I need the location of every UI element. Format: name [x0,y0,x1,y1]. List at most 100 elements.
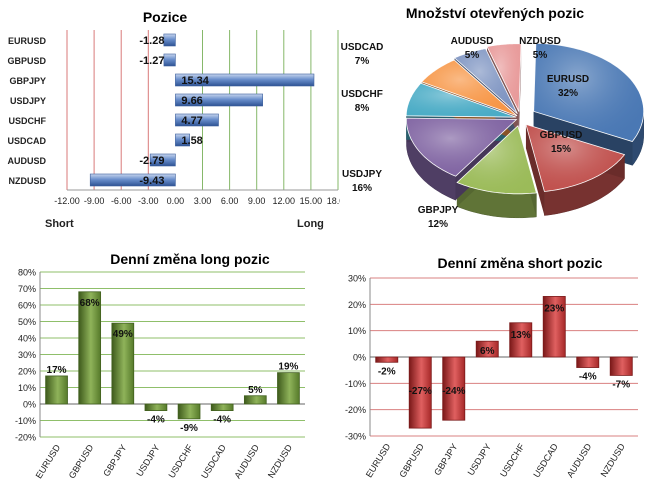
category-label: EURUSD [34,442,63,480]
bar [175,113,219,127]
category-label: AUDUSD [565,441,594,479]
category-label: USDCHF [166,442,195,480]
category-label: USDJPY [466,442,493,477]
data-label: -24% [442,386,465,397]
bar [408,356,432,429]
positions-chart: Pozice -1.28 -1.27 15.34 9.66 4.77 1.58 -2.79 -… [7,9,340,230]
data-label: 4.77 [181,115,202,127]
pie-percent-label: 5% [465,50,480,61]
data-label: -9% [180,423,198,434]
short-label: Short [45,218,74,230]
bar [163,53,176,67]
y-tick-label: 20% [18,367,36,377]
bar [175,73,315,87]
data-label: -1.27 [139,55,164,67]
x-tick-label: 6.00 [221,196,239,206]
pie-category-label: USDJPY [342,169,382,180]
category-label: USDJPY [10,96,46,106]
data-label: -2% [378,366,396,377]
positions-chart-title: Pozice [143,9,188,25]
bar [175,93,263,107]
data-label: -7% [612,379,630,390]
pie-percent-label: 15% [551,144,571,155]
pie-percent-label: 32% [558,88,578,99]
data-label: -4% [579,372,597,383]
data-label: 19% [278,362,298,373]
category-label: USDCAD [199,442,228,480]
data-label: 13% [511,330,531,341]
category-label: GBPJPY [432,442,459,477]
pie-slice-wall [525,124,545,216]
bar [78,291,102,405]
x-tick-label: -3.00 [138,196,159,206]
pie-label: EURUSD 32% [547,74,589,99]
category-label: USDCHF [9,116,47,126]
bar [609,356,633,376]
y-tick-label: 10% [18,383,36,393]
data-label: 9.66 [181,95,202,107]
pie-label: GBPUSD 15% [540,130,583,155]
pie-category-label: USDCHF [341,89,383,100]
category-label: GBPUSD [397,441,426,479]
pie-label: USDCAD 7% [341,42,384,67]
y-tick-label: -10% [345,379,366,389]
category-label: USDJPY [134,443,161,478]
long-label: Long [297,218,324,230]
pie-slice-shine [406,118,517,177]
pie-label: USDJPY 16% [342,169,382,194]
category-label: NZDUSD [599,441,628,479]
pie-category-label: EURUSD [547,74,589,85]
bar [375,356,399,363]
data-label: 6% [480,346,495,357]
y-tick-label: 10% [348,326,366,336]
pie-label: GBPJPY 12% [418,205,459,230]
pie-chart-title: Množství otevřených pozic [406,5,584,21]
x-tick-label: 9.00 [248,196,266,206]
y-tick-label: -30% [345,432,366,442]
pie-category-label: GBPJPY [418,205,459,216]
pie-slice-shine [454,48,518,114]
category-label: NZDUSD [9,176,47,186]
open-positions-pie-chart: Množství otevřených pozic EURUSD 32% GBPUS… [341,5,645,230]
x-tick-label: 18.00 [327,196,340,206]
data-label: 1.58 [181,135,202,147]
long-change-title: Denní změna long pozic [110,251,270,267]
y-tick-label: 0% [353,353,366,363]
bar [475,340,499,358]
pie-category-label: GBPUSD [540,130,583,141]
y-tick-label: -20% [345,405,366,415]
data-label: -2.79 [139,155,164,167]
x-tick-label: -9.00 [84,196,105,206]
bar [509,322,533,358]
data-label: 5% [248,385,263,396]
category-label: AUDUSD [232,442,261,480]
y-tick-label: 50% [18,317,36,327]
pie-percent-label: 7% [355,56,370,67]
category-label: GBPUSD [7,56,46,66]
x-tick-label: 3.00 [194,196,212,206]
data-label: 15.34 [181,75,209,87]
data-label: -1.28 [139,35,164,47]
pie-slice-shine [457,125,537,194]
pie-slice-shine [533,43,644,142]
pie-label: NZDUSD 5% [519,36,561,61]
y-tick-label: -20% [15,433,36,443]
x-tick-label: 12.00 [273,196,296,206]
x-tick-label: 15.00 [300,196,323,206]
pie-slice-shine [406,83,517,118]
category-label: EURUSD [8,36,47,46]
pie-label: USDCHF 8% [341,89,383,114]
y-tick-label: 20% [348,300,366,310]
bar [442,356,466,421]
pie-slice-shine [487,43,522,112]
pie-percent-label: 8% [355,103,370,114]
category-label: USDCAD [7,136,46,146]
category-label: GBPUSD [67,442,96,480]
pie-label: AUDUSD 5% [451,36,494,61]
pie-slice-shine [421,60,518,116]
category-label: AUDUSD [7,156,46,166]
data-label: -27% [409,386,432,397]
data-label: 49% [113,329,133,340]
bar [177,403,201,420]
bar [144,403,168,411]
